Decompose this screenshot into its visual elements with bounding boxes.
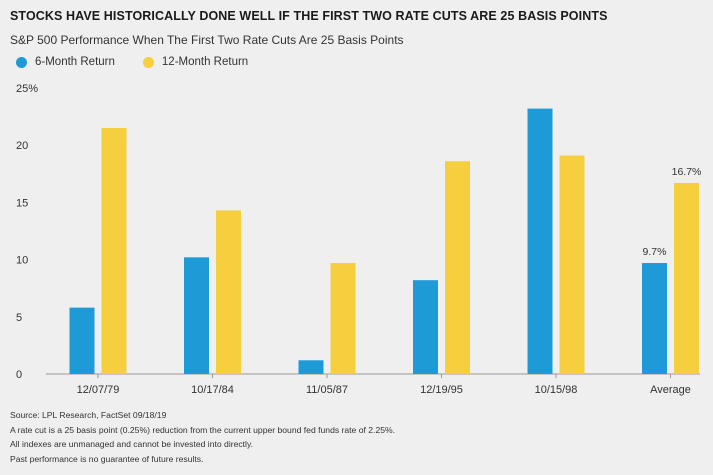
legend-item-12-month: 12-Month Return (142, 56, 249, 68)
bar-12-month (445, 161, 470, 374)
footer-source: Source: LPL Research, FactSet 09/18/19 (10, 410, 167, 420)
bar-12-month (216, 210, 241, 374)
legend-item-6-month: 6-Month Return (16, 56, 115, 68)
bar-6-month (527, 108, 553, 374)
bar-6-month (298, 360, 324, 374)
legend: 6-Month Return 12-Month Return (16, 56, 276, 68)
bar-12-month (101, 128, 127, 374)
y-tick-label: 5 (16, 312, 22, 324)
chart-subtitle: S&P 500 Performance When The First Two R… (10, 33, 404, 47)
y-tick-label: 20 (16, 140, 28, 152)
bar-6-month (184, 257, 209, 374)
x-tick-label: 12/19/95 (420, 384, 463, 396)
footer-note-past-performance: Past performance is no guarantee of futu… (10, 453, 204, 464)
chart-title: STOCKS HAVE HISTORICALLY DONE WELL IF TH… (10, 9, 608, 23)
bar-6-month (413, 280, 438, 374)
footer-note-rate-cut: A rate cut is a 25 basis point (0.25%) r… (10, 424, 396, 435)
bar-chart: 25% 20 15 10 5 0 12/07/79 10/17/84 11/05/87 12/19… (16, 83, 702, 396)
data-label: 16.7% (672, 166, 702, 178)
legend-label-12-month: 12-Month Return (161, 56, 249, 68)
y-tick-label: 10 (16, 255, 28, 267)
y-tick-label: 0 (16, 369, 22, 381)
x-tick-label: 12/07/79 (77, 384, 120, 396)
y-tick-label: 15 (16, 197, 28, 209)
footer-note-indexes: All indexes are unmanaged and cannot be … (10, 439, 254, 449)
footer-notes: Source: LPL Research, FactSet 09/18/19 A… (10, 408, 395, 466)
x-tick-label: 11/05/87 (306, 384, 348, 396)
bar-12-month (559, 155, 585, 374)
data-label: 9.7% (643, 246, 667, 258)
legend-label-6-month: 6-Month Return (35, 56, 115, 68)
x-tick-label: 10/17/84 (191, 384, 234, 396)
bar-6-month (69, 307, 95, 374)
legend-swatch-12-month (142, 56, 154, 68)
bar-12-month (674, 182, 699, 374)
legend-swatch-6-month (16, 56, 27, 68)
y-tick-label: 25% (16, 83, 38, 95)
bar-6-month (642, 263, 667, 374)
bar-12-month (330, 263, 356, 374)
x-tick-label: 10/15/98 (535, 384, 578, 396)
x-tick-label: Average (650, 384, 691, 396)
